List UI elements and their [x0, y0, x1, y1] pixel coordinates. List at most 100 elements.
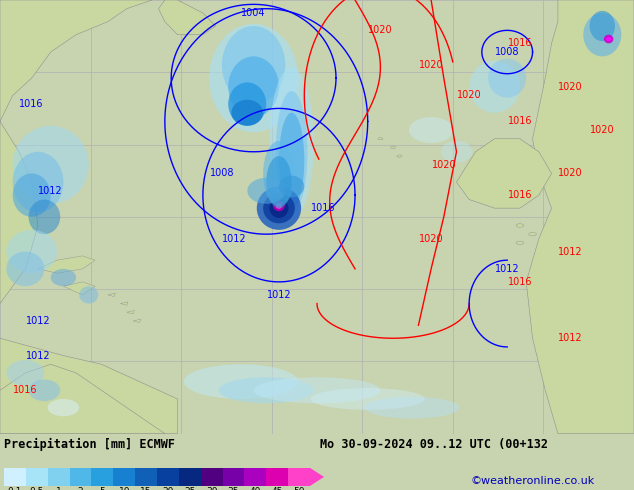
Bar [91, 468, 113, 486]
Ellipse shape [51, 269, 76, 286]
Polygon shape [120, 302, 128, 305]
Text: 1012: 1012 [495, 264, 519, 274]
Text: 1012: 1012 [26, 350, 50, 361]
Ellipse shape [516, 241, 524, 245]
Ellipse shape [606, 37, 611, 41]
Ellipse shape [269, 67, 314, 219]
Bar [113, 468, 135, 486]
Ellipse shape [231, 100, 263, 126]
Text: 1008: 1008 [210, 169, 234, 178]
Text: Mo 30-09-2024 09..12 UTC (00+132: Mo 30-09-2024 09..12 UTC (00+132 [320, 438, 548, 451]
Bar [4, 468, 26, 486]
Text: 1020: 1020 [559, 169, 583, 178]
Ellipse shape [13, 173, 51, 217]
Ellipse shape [263, 141, 295, 206]
Ellipse shape [279, 175, 304, 197]
Text: 1004: 1004 [242, 8, 266, 18]
Bar [245, 468, 266, 486]
Ellipse shape [365, 397, 460, 418]
Polygon shape [38, 256, 95, 273]
Text: 1012: 1012 [559, 333, 583, 343]
Text: 1012: 1012 [267, 290, 291, 300]
Ellipse shape [254, 377, 380, 403]
Ellipse shape [397, 155, 402, 157]
Text: 50: 50 [294, 487, 305, 490]
Polygon shape [0, 364, 165, 434]
Text: 45: 45 [271, 487, 283, 490]
Text: 1020: 1020 [590, 125, 614, 135]
Text: 1008: 1008 [495, 47, 519, 57]
Text: 1016: 1016 [508, 190, 532, 200]
Ellipse shape [13, 126, 89, 204]
Text: ©weatheronline.co.uk: ©weatheronline.co.uk [470, 476, 594, 486]
Text: 10: 10 [119, 487, 130, 490]
Bar [135, 468, 157, 486]
Text: 1016: 1016 [311, 203, 335, 213]
Bar [179, 468, 201, 486]
Text: Precipitation [mm] ECMWF: Precipitation [mm] ECMWF [4, 438, 175, 451]
Ellipse shape [184, 364, 298, 399]
Polygon shape [127, 311, 134, 314]
Text: 1012: 1012 [559, 246, 583, 257]
Ellipse shape [378, 138, 383, 140]
Ellipse shape [269, 198, 288, 218]
Ellipse shape [228, 56, 279, 117]
Text: 40: 40 [250, 487, 261, 490]
Polygon shape [310, 468, 324, 486]
Text: 1016: 1016 [20, 99, 44, 109]
Polygon shape [526, 0, 634, 434]
Ellipse shape [391, 147, 396, 148]
Text: 2: 2 [78, 487, 83, 490]
Ellipse shape [6, 230, 57, 273]
Ellipse shape [209, 24, 298, 132]
Polygon shape [108, 293, 115, 296]
Bar [26, 468, 48, 486]
Ellipse shape [247, 178, 285, 204]
Ellipse shape [488, 58, 526, 98]
Ellipse shape [263, 193, 295, 223]
Bar [157, 468, 179, 486]
Bar [288, 468, 310, 486]
Ellipse shape [219, 377, 314, 403]
Text: 1016: 1016 [508, 117, 532, 126]
Text: 1020: 1020 [419, 60, 443, 70]
Text: 1020: 1020 [457, 90, 481, 100]
Text: 5: 5 [100, 487, 105, 490]
Ellipse shape [409, 117, 453, 143]
Ellipse shape [29, 379, 60, 401]
Text: 20: 20 [162, 487, 174, 490]
Bar [70, 468, 91, 486]
Ellipse shape [6, 360, 44, 386]
Polygon shape [0, 338, 178, 434]
Text: 35: 35 [228, 487, 239, 490]
Ellipse shape [583, 13, 621, 56]
Polygon shape [0, 0, 152, 122]
Ellipse shape [469, 61, 520, 113]
Bar [201, 468, 223, 486]
Polygon shape [133, 319, 141, 322]
Text: 1020: 1020 [419, 234, 443, 244]
Ellipse shape [266, 156, 292, 208]
Ellipse shape [257, 187, 301, 230]
Ellipse shape [516, 224, 524, 227]
Text: 25: 25 [184, 487, 195, 490]
Text: 15: 15 [140, 487, 152, 490]
Text: 1012: 1012 [26, 316, 50, 326]
Text: 1012: 1012 [223, 234, 247, 244]
Text: 30: 30 [206, 487, 217, 490]
Text: 1: 1 [56, 487, 61, 490]
Text: 1012: 1012 [39, 186, 63, 196]
Ellipse shape [279, 113, 304, 208]
Ellipse shape [79, 286, 98, 304]
Text: 1016: 1016 [13, 385, 37, 395]
Ellipse shape [222, 26, 285, 104]
Ellipse shape [29, 199, 60, 234]
Bar [266, 468, 288, 486]
Text: 1016: 1016 [508, 277, 532, 287]
Ellipse shape [48, 399, 79, 416]
Ellipse shape [276, 203, 282, 209]
Text: 1020: 1020 [432, 160, 456, 170]
Polygon shape [158, 0, 216, 35]
Ellipse shape [311, 388, 425, 410]
Ellipse shape [6, 251, 44, 286]
